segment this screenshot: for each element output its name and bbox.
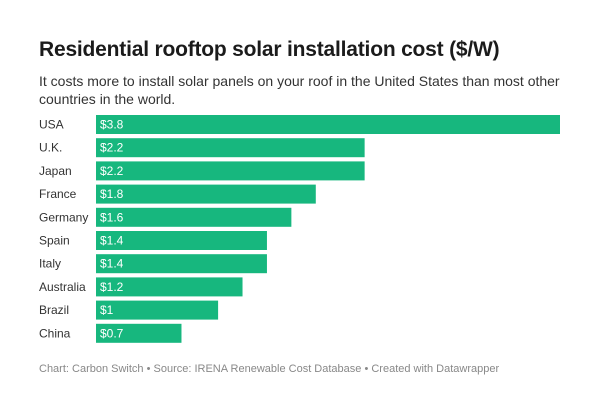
- category-label: Brazil: [39, 303, 69, 317]
- bar-row: USA $3.8: [39, 115, 560, 134]
- bar-row: Spain $1.4: [39, 231, 267, 250]
- value-label: $2.2: [100, 164, 124, 178]
- bar-row: Brazil $1: [39, 300, 219, 320]
- category-label: Australia: [39, 280, 86, 294]
- category-label: France: [39, 187, 77, 201]
- bar-row: Japan $2.2: [39, 161, 365, 181]
- bar: [96, 161, 365, 181]
- bar: [96, 323, 182, 343]
- chart-subtitle: It costs more to install solar panels on…: [39, 73, 560, 107]
- bar-row: Germany $1.6: [39, 207, 292, 227]
- category-label: China: [39, 326, 71, 340]
- bar: [96, 115, 560, 134]
- value-label: $1.6: [100, 210, 124, 224]
- category-label: U.K.: [39, 141, 62, 155]
- value-label: $0.7: [100, 326, 124, 340]
- bar-row: Italy $1.4: [39, 254, 267, 274]
- category-label: USA: [39, 118, 64, 132]
- bar-row: U.K. $2.2: [39, 138, 365, 158]
- bar-row: China $0.7: [39, 323, 182, 343]
- bar: [96, 277, 243, 297]
- category-label: Italy: [39, 257, 61, 271]
- value-label: $1.4: [100, 257, 124, 271]
- bar: [96, 300, 219, 320]
- bar-row: France $1.8: [39, 184, 316, 204]
- value-label: $1.8: [100, 187, 124, 201]
- bar: [96, 207, 292, 227]
- bar: [96, 254, 267, 274]
- category-label: Japan: [39, 164, 72, 178]
- value-label: $1.4: [100, 234, 124, 248]
- value-label: $1.2: [100, 280, 124, 294]
- bar: [96, 184, 316, 204]
- value-label: $1: [100, 303, 114, 317]
- bar: [96, 231, 267, 250]
- value-label: $2.2: [100, 141, 124, 155]
- category-label: Spain: [39, 234, 70, 248]
- bar: [96, 138, 365, 158]
- value-label: $3.8: [100, 118, 124, 132]
- chart-title: Residential rooftop solar installation c…: [39, 38, 500, 61]
- category-label: Germany: [39, 210, 88, 224]
- bar-row: Australia $1.2: [39, 277, 243, 297]
- chart-footer: Chart: Carbon Switch • Source: IRENA Ren…: [39, 363, 500, 375]
